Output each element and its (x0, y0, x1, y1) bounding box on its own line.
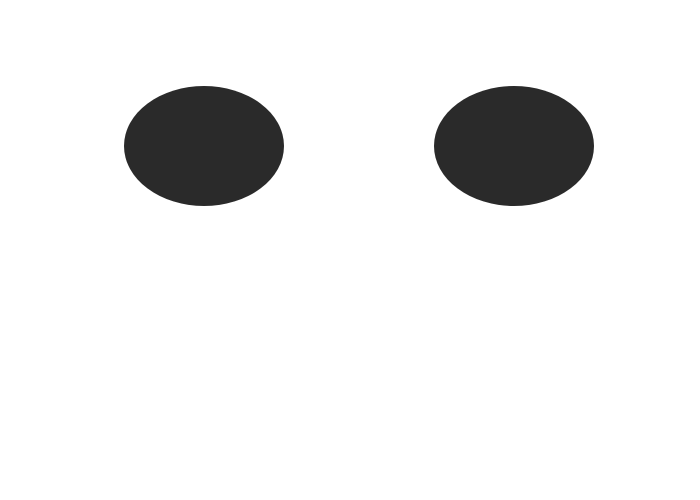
image-cell-polymerized (49, 79, 359, 213)
header-col-pulverized (359, 44, 669, 79)
image-row-empty (11, 79, 49, 213)
header-row (11, 44, 669, 79)
header-col-polymerized (49, 44, 359, 79)
micrograph-spherical (124, 86, 284, 206)
micrograph-crushed (434, 86, 594, 206)
comparison-table (10, 43, 670, 214)
title-badge (10, 10, 54, 26)
image-row (11, 79, 669, 213)
header-empty (11, 44, 49, 79)
image-cell-pulverized (359, 79, 669, 213)
